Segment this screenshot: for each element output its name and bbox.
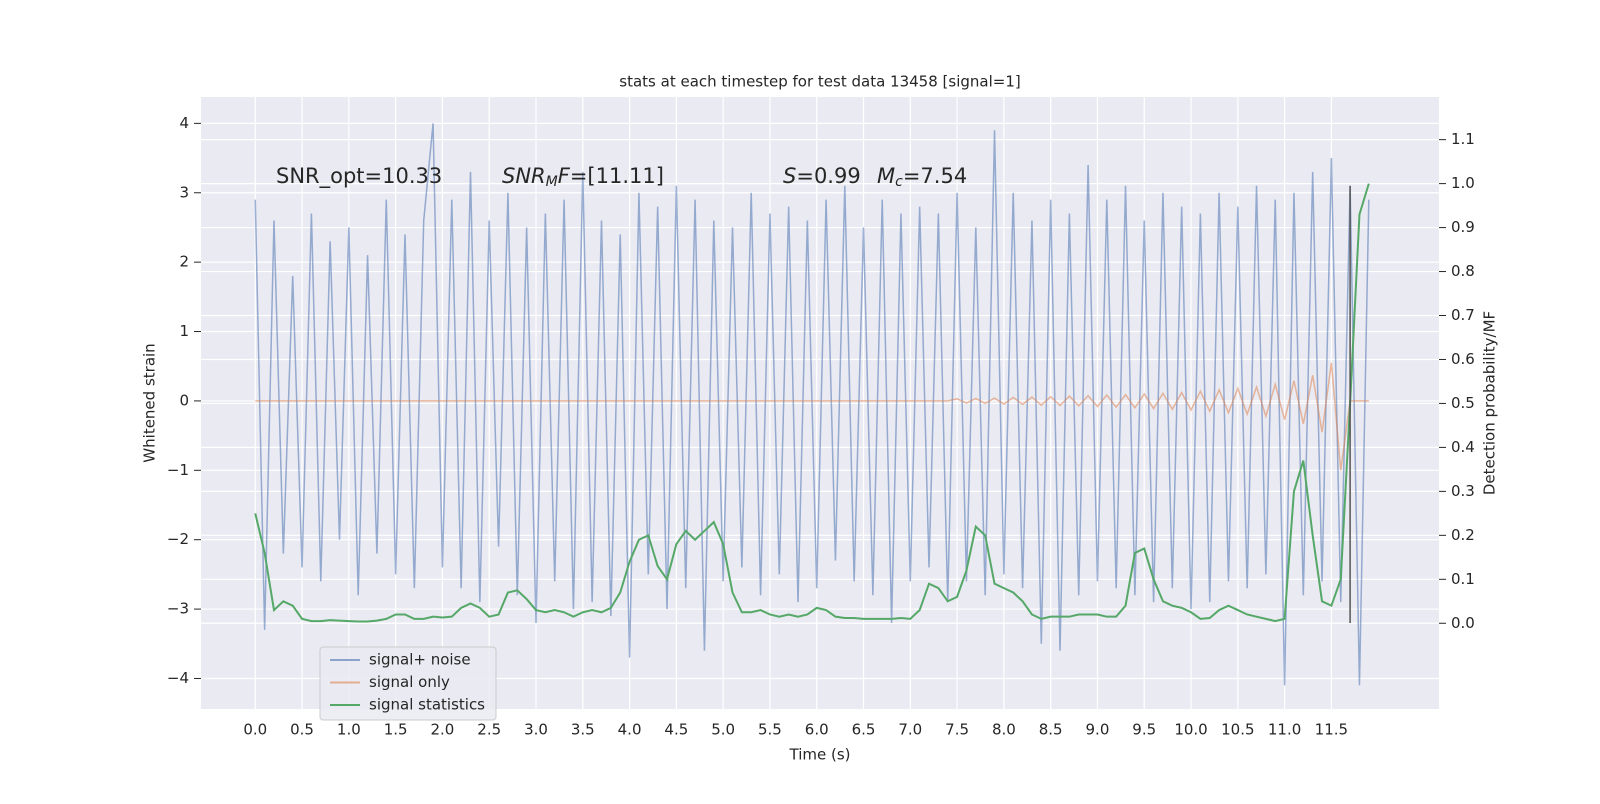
x-tick-label: 6.5 — [852, 721, 876, 739]
y2-tick-label: 0.3 — [1451, 482, 1475, 500]
y-tick-label: 0 — [179, 391, 189, 409]
y2-tick-label: 0.6 — [1451, 350, 1475, 368]
annotation-text: SNR_opt=10.33 — [276, 164, 442, 189]
y-tick-label: 3 — [179, 183, 189, 201]
x-tick-label: 3.5 — [571, 721, 595, 739]
chart-title: stats at each timestep for test data 134… — [619, 73, 1020, 91]
x-tick-label: 2.0 — [430, 721, 454, 739]
series-line — [255, 362, 1369, 471]
x-tick-label: 11.0 — [1268, 721, 1301, 739]
annotation-text: M — [877, 164, 895, 188]
annotation: Mc=7.54 — [877, 164, 967, 190]
x-tick-label: 7.0 — [898, 721, 922, 739]
y2-tick-label: 0.5 — [1451, 394, 1475, 412]
x-tick-label: 10.0 — [1174, 721, 1207, 739]
y-tick-label: 1 — [179, 322, 189, 340]
x-tick-label: 8.0 — [992, 721, 1016, 739]
y2-tick-label: 0.4 — [1451, 438, 1475, 456]
y-tick-label: −2 — [167, 530, 189, 548]
annotation-text: SNR — [502, 164, 546, 188]
y2-tick-label: 0.2 — [1451, 526, 1475, 544]
y-tick-label: −4 — [167, 669, 189, 687]
x-tick-label: 5.0 — [711, 721, 735, 739]
y2-tick-label: 0.8 — [1451, 262, 1475, 280]
annotation-text: M — [546, 174, 558, 190]
x-tick-label: 2.5 — [477, 721, 501, 739]
x-tick-label: 7.5 — [945, 721, 969, 739]
y2-tick-label: 1.0 — [1451, 174, 1475, 192]
x-tick-label: 4.5 — [664, 721, 688, 739]
marks — [254, 123, 1370, 686]
legend-label: signal+ noise — [369, 651, 471, 669]
annotation: S=0.99 — [783, 164, 861, 188]
legend — [319, 646, 497, 721]
y2-tick-label: 0.0 — [1451, 614, 1475, 632]
y-axis-label: Whitened strain — [141, 343, 159, 462]
annotation-text: =[11.11] — [570, 164, 664, 188]
x-tick-label: 5.5 — [758, 721, 782, 739]
annotation: SNRMF=[11.11] — [502, 164, 664, 190]
x-tick-label: 8.5 — [1039, 721, 1063, 739]
x-tick-label: 4.0 — [618, 721, 642, 739]
x-tick-label: 1.5 — [384, 721, 408, 739]
x-tick-label: 11.5 — [1315, 721, 1348, 739]
y-tick-label: 2 — [179, 253, 189, 271]
x-tick-label: 0.5 — [290, 721, 314, 739]
annotation: SNR_opt=10.33 — [276, 164, 442, 189]
annotation-text: F — [558, 164, 571, 188]
series-line — [254, 123, 1370, 686]
x-tick-label: 1.0 — [337, 721, 361, 739]
annotation-text: S — [783, 164, 796, 188]
y2-tick-label: 0.7 — [1451, 306, 1475, 324]
legend-label: signal statistics — [369, 696, 485, 714]
legend-label: signal only — [369, 673, 450, 691]
x-tick-label: 10.5 — [1221, 721, 1254, 739]
annotation-text: c — [895, 174, 903, 190]
x-tick-label: 9.5 — [1132, 721, 1156, 739]
series-line — [254, 183, 1370, 623]
grid — [201, 97, 1439, 709]
legend-entries: signal+ noise signal only signal statistic… — [330, 651, 485, 714]
y2-tick-label: 0.1 — [1451, 570, 1475, 588]
x-tick-label: 6.0 — [805, 721, 829, 739]
x-tick-label: 0.0 — [243, 721, 267, 739]
y-tick-label: 4 — [179, 114, 189, 132]
x-tick-label: 9.0 — [1086, 721, 1110, 739]
annotation-text: =0.99 — [796, 164, 860, 188]
y-tick-label: −1 — [167, 461, 189, 479]
annotation-text: =7.54 — [903, 164, 967, 188]
y2-axis-label: Detection probability/MF — [1481, 311, 1499, 495]
x-axis-label: Time (s) — [789, 746, 851, 764]
y-tick-label: −3 — [167, 600, 189, 618]
y2-tick-label: 1.1 — [1451, 130, 1475, 148]
y2-tick-label: 0.9 — [1451, 218, 1475, 236]
x-tick-label: 3.0 — [524, 721, 548, 739]
